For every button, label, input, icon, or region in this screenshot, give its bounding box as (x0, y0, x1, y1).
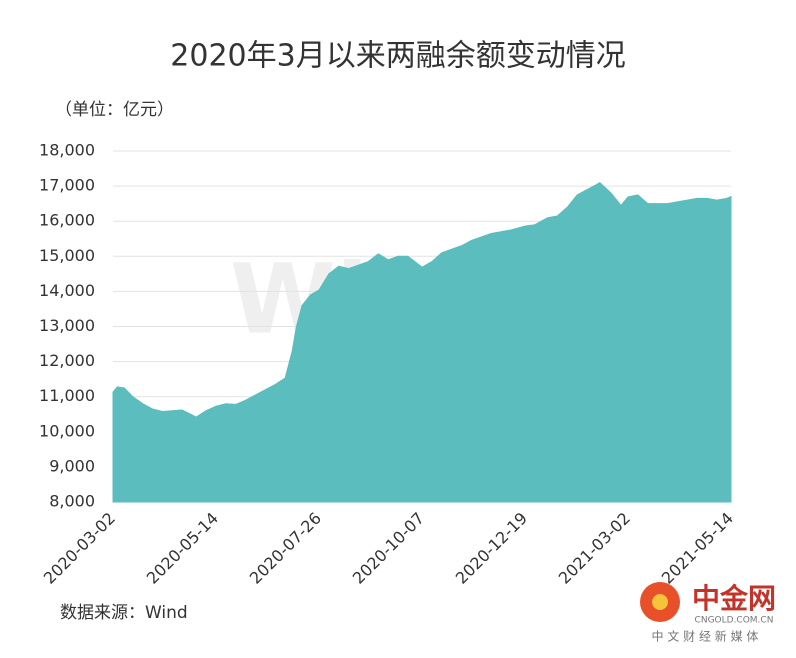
logo-name: 中金网 (692, 582, 776, 615)
area (112, 181, 732, 503)
y-tick-label: 14,000 (39, 281, 95, 300)
y-tick-label: 12,000 (39, 351, 95, 370)
logo-slogan: 中 文 财 经 新 媒 体 (652, 629, 759, 644)
logo: 中金网 CNGOLD.COM.CN 中 文 财 经 新 媒 体 (640, 582, 776, 644)
y-tick-label: 10,000 (39, 421, 95, 440)
y-tick-label: 9,000 (49, 456, 95, 475)
y-tick-label: 13,000 (39, 316, 95, 335)
source: 数据来源：Wind (60, 603, 188, 623)
logo-domain: CNGOLD.COM.CN (695, 616, 774, 626)
y-tick-label: 8,000 (49, 492, 95, 511)
logo-icon-inner (652, 594, 668, 610)
y-tick-label: 15,000 (39, 246, 95, 265)
chart-title: 2020年3月以来两融余额变动情况 (170, 39, 625, 74)
y-tick-label: 17,000 (39, 176, 95, 195)
y-tick-label: 16,000 (39, 211, 95, 230)
y-tick-label: 11,000 (39, 386, 95, 405)
y-tick-label: 18,000 (39, 141, 95, 160)
unit-label: （单位：亿元） (55, 100, 174, 120)
